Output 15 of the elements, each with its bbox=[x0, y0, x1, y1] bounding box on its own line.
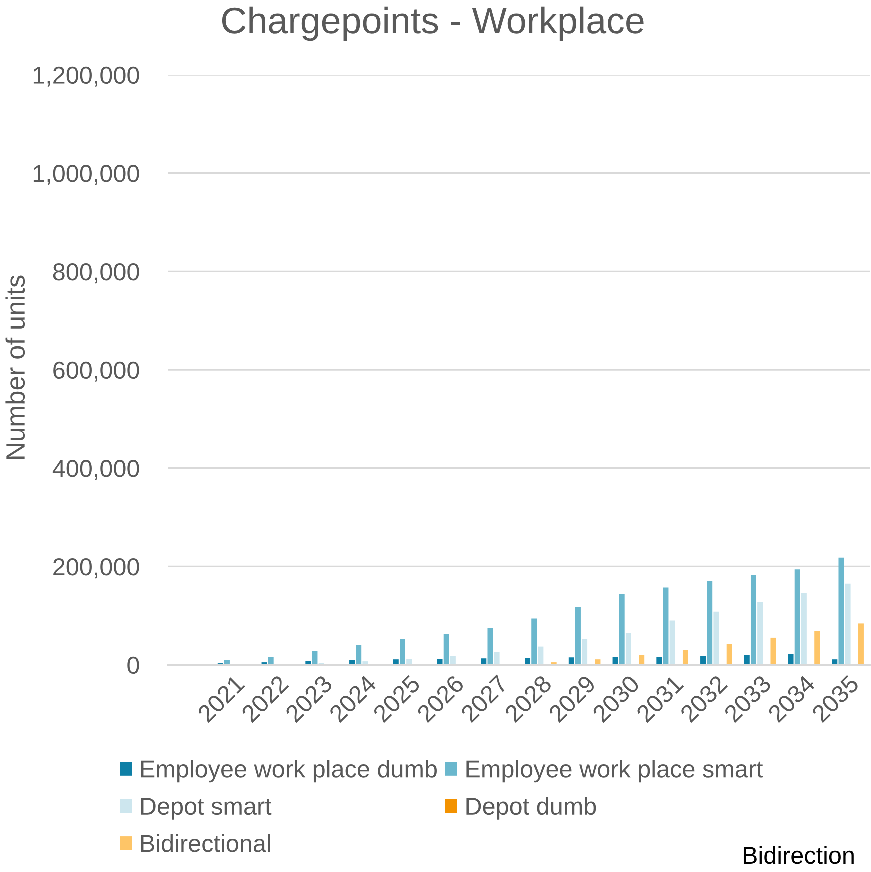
legend-label: Bidirectional bbox=[141, 834, 270, 852]
text: Bidirection bbox=[744, 846, 854, 864]
y-tick-label: 400,000 bbox=[52, 460, 140, 480]
legend-label: Employee work place smart bbox=[466, 760, 764, 783]
legend-label: Depot dumb bbox=[466, 797, 596, 820]
chart-title: Chargepoints - Workplace bbox=[222, 6, 644, 42]
y-tick-label: 200,000 bbox=[54, 558, 140, 579]
y-tick-label: 1,000,000 bbox=[34, 165, 140, 186]
y-tick-label: 1,200,000 bbox=[34, 66, 140, 87]
legend-label: Employee work place dumb bbox=[141, 760, 437, 783]
legend-label: Depot smart bbox=[141, 798, 272, 820]
y-tick-label: 800,000 bbox=[53, 264, 140, 284]
y-axis-title: Number of units bbox=[6, 276, 26, 459]
y-tick-label: 600,000 bbox=[54, 362, 140, 382]
y-tick-label: 0 bbox=[128, 656, 140, 674]
